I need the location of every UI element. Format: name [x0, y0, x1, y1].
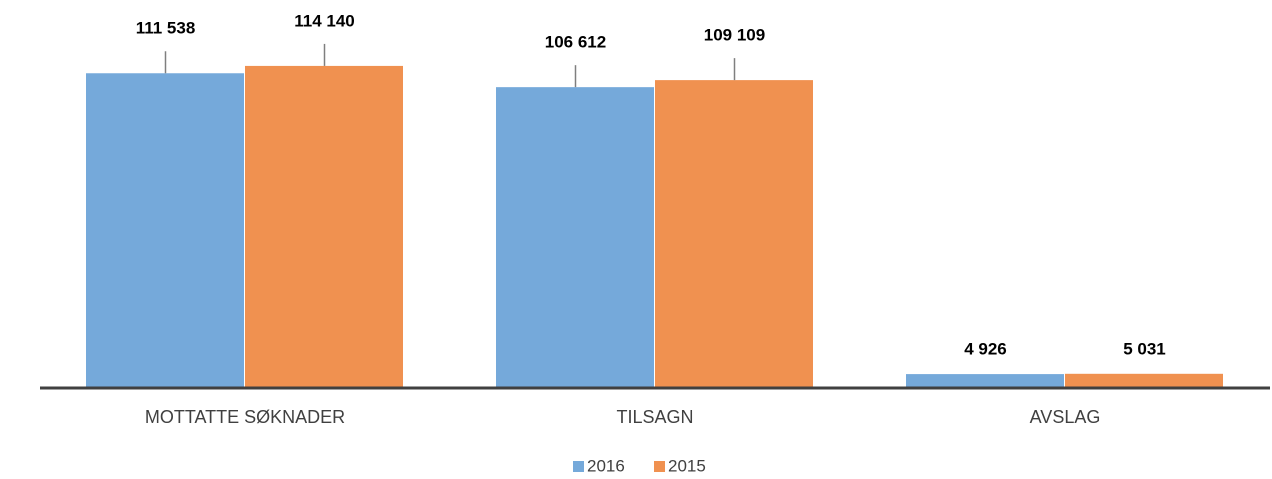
legend-label: 2016	[587, 456, 625, 475]
x-tick-label: MOTTATTE SØKNADER	[145, 407, 345, 427]
data-label: 4 926	[964, 340, 1007, 359]
bar	[245, 65, 403, 389]
x-tick-label: AVSLAG	[1030, 407, 1101, 427]
data-label: 114 140	[294, 11, 355, 30]
x-tick-label: TILSAGN	[616, 407, 693, 427]
legend-swatch	[573, 461, 584, 472]
bar	[1065, 373, 1223, 388]
bar	[655, 80, 813, 388]
data-label: 5 031	[1123, 339, 1166, 358]
legend-swatch	[654, 461, 665, 472]
bar	[496, 87, 654, 389]
bar	[906, 374, 1064, 388]
bar	[86, 73, 244, 388]
data-label: 106 612	[545, 33, 606, 52]
data-label: 111 538	[136, 19, 196, 38]
legend-label: 2015	[668, 456, 706, 475]
data-label: 109 109	[704, 26, 765, 45]
